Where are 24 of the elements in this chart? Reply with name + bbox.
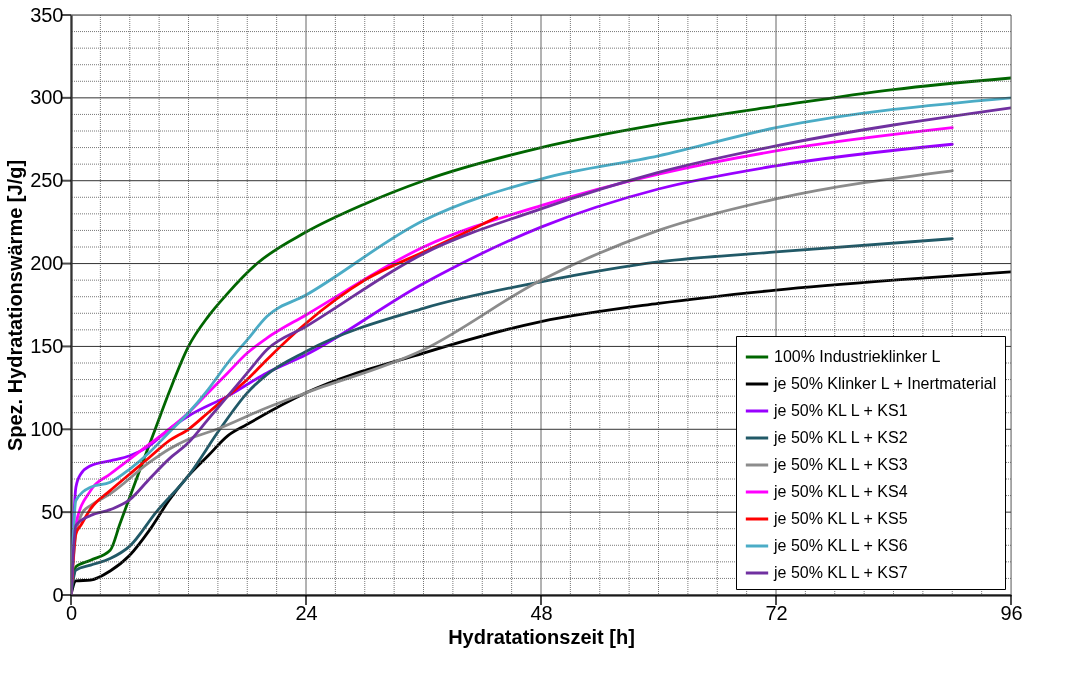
x-tick-label: 96 (1000, 601, 1023, 624)
y-tick-label: 150 (30, 334, 64, 357)
x-tick-label: 48 (530, 601, 553, 624)
y-tick-label: 200 (30, 252, 64, 275)
y-tick-label: 300 (30, 86, 64, 109)
y-axis-title: Spez. Hydratationswärme [J/g] (4, 159, 27, 452)
legend-label: 100% Industrieklinker L (774, 348, 941, 365)
x-axis-title: Hydratationszeit [h] (448, 625, 635, 648)
legend-label: je 50% Klinker L + Inertmaterial (773, 375, 997, 392)
y-tick-label: 350 (30, 3, 64, 26)
legend-label: je 50% KL L + KS4 (773, 483, 908, 500)
legend-label: je 50% KL L + KS7 (773, 564, 908, 581)
legend-label: je 50% KL L + KS5 (773, 510, 908, 527)
x-tick-label: 0 (65, 601, 78, 624)
x-tick-label: 24 (295, 601, 318, 624)
y-tick-label: 100 (30, 417, 64, 440)
legend-label: je 50% KL L + KS6 (773, 537, 908, 554)
x-tick-label: 72 (765, 601, 788, 624)
y-tick-label: 0 (52, 583, 64, 606)
y-tick-label: 250 (30, 169, 64, 192)
legend-label: je 50% KL L + KS3 (773, 456, 908, 473)
legend-label: je 50% KL L + KS2 (773, 429, 908, 446)
y-tick-label: 50 (41, 500, 64, 523)
legend-label: je 50% KL L + KS1 (773, 402, 908, 419)
